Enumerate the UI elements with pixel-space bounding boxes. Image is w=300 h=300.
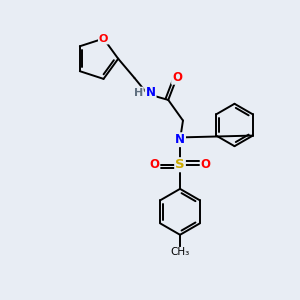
Text: N: N [175, 133, 185, 146]
Text: H: H [134, 88, 143, 98]
Text: N: N [146, 86, 156, 99]
Text: O: O [149, 158, 159, 171]
Text: O: O [201, 158, 211, 171]
Text: O: O [172, 71, 182, 84]
Text: S: S [175, 158, 185, 171]
Text: CH₃: CH₃ [170, 248, 190, 257]
Text: O: O [99, 34, 108, 44]
